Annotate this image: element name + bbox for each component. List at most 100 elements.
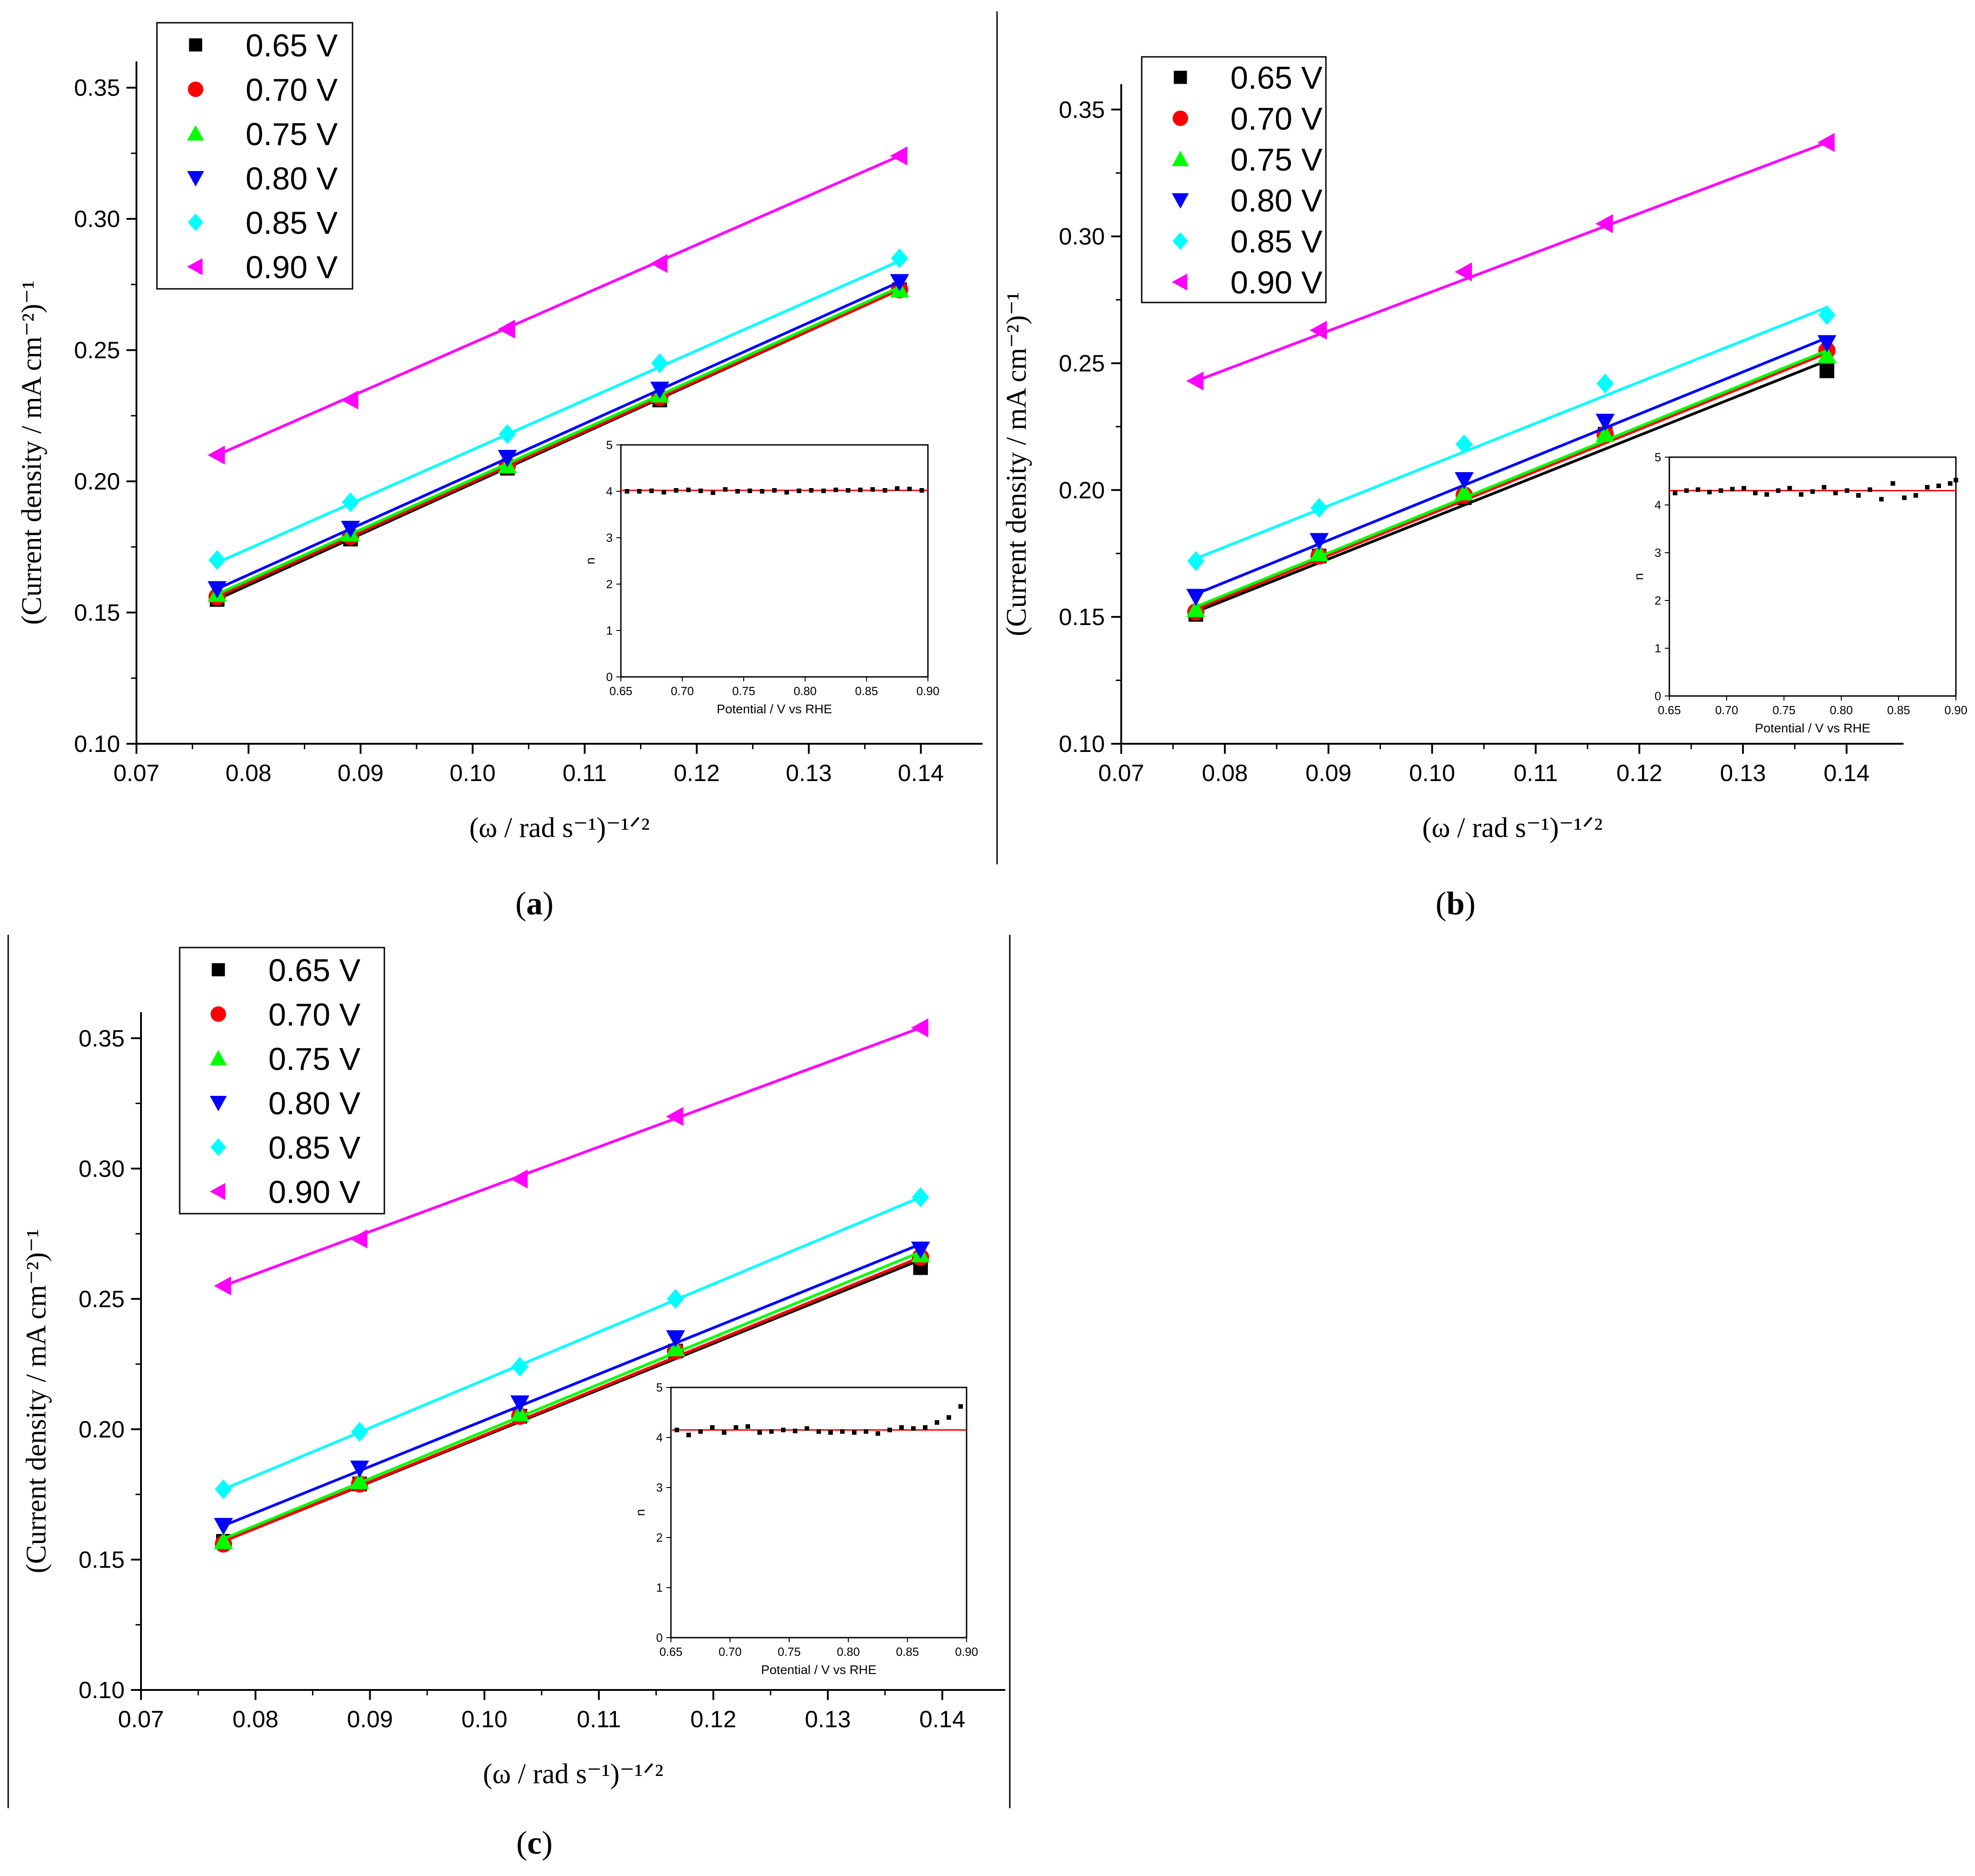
- panel-c-legend-label-2: 0.75 V: [268, 1041, 361, 1077]
- panel-c-legend: [179, 947, 385, 1215]
- panel-b-point-5-3: [1595, 214, 1613, 233]
- panel-c-inset-point-11: [805, 1426, 809, 1431]
- panel-a-legend-label-5: 0.90 V: [246, 249, 338, 285]
- panel-a-x-tick-label: 0.07: [113, 760, 159, 787]
- panel-a-x-tick-label: 0.14: [898, 760, 944, 787]
- panel-b-point-5-1: [1310, 321, 1327, 340]
- panel-c-inset: 0.65 0.70 0.75 0.80 0.85 0.90 0 1 2 3 4 5 Potential …: [633, 1381, 978, 1677]
- panel-b-fit-line-1: [1195, 352, 1828, 611]
- panel-a-inset-point-8: [723, 487, 728, 492]
- panel-c-point-4-4: [912, 1187, 929, 1207]
- panel-c-label: (c): [516, 1825, 553, 1861]
- panel-c-inset-point-17: [876, 1431, 880, 1436]
- panel-a-legend-label-1: 0.70 V: [246, 72, 338, 107]
- panel-a-label-close: ): [543, 885, 554, 922]
- panel-a-inset-point-23: [907, 486, 912, 491]
- panel-a-y-tick-label: 0.20: [74, 469, 120, 495]
- panel-a-legend-label-2: 0.75 V: [246, 116, 338, 152]
- panel-b-inset-frame: [1668, 456, 1957, 697]
- panel-b-inset-point-16: [1856, 493, 1861, 498]
- panel-c-inset-x-tick-label: 0.75: [778, 1645, 801, 1659]
- panel-a-inset-point-15: [809, 488, 814, 493]
- panel-b-fit-line-5: [1195, 141, 1828, 383]
- panel-c-y-axis-title: (Current density / mA cm⁻²)⁻¹: [21, 1229, 52, 1573]
- panel-b-legend-marker-2: [1172, 151, 1189, 166]
- panel-a-inset-point-5: [686, 487, 691, 492]
- panel-c-point-2-2: [510, 1404, 529, 1422]
- panel-c-label-close: ): [542, 1825, 553, 1861]
- panel-c-x-tick-label: 0.11: [577, 1706, 621, 1733]
- panel-a-inset-point-4: [674, 488, 679, 493]
- panel-a-inset-x-tick-label: 0.70: [671, 684, 694, 698]
- panel-c-legend-marker-1: [211, 1006, 226, 1022]
- panel-c-inset-point-13: [828, 1430, 833, 1435]
- panel-b-point-5-2: [1455, 262, 1472, 282]
- panel-a-point-4-3: [651, 353, 669, 373]
- panel-b-x-tick-label: 0.12: [1616, 760, 1662, 787]
- panel-c-point-2-1: [350, 1472, 369, 1489]
- panel-c-fit-line-2: [223, 1251, 921, 1540]
- panel-c-legend-marker-4: [211, 1138, 226, 1156]
- panel-b-point-4-3: [1596, 373, 1614, 393]
- panel-a-inset-y-tick-label: 4: [606, 484, 613, 498]
- panel-b-point-0-4: [1819, 363, 1834, 378]
- panel-b-inset-point-6: [1741, 486, 1746, 491]
- panel-c-point-5-0: [214, 1276, 232, 1296]
- panel-a-label-letter: a: [526, 885, 543, 922]
- panel-a-inset-point-18: [846, 488, 851, 493]
- panel-a-inset-point-12: [772, 488, 777, 493]
- panel-b-y-axis-title: (Current density / mA cm⁻²)⁻¹: [1001, 292, 1032, 636]
- panel-c-inset-x-tick-label: 0.85: [896, 1645, 919, 1659]
- panel-a-legend-label-4: 0.85 V: [246, 205, 338, 241]
- panel-c-point-3-0: [214, 1518, 233, 1535]
- panel-b-inset-point-17: [1868, 487, 1872, 492]
- panel-b-inset: 0.65 0.70 0.75 0.80 0.85 0.90 0 1 2 3 4 5 Potential …: [1632, 450, 1967, 735]
- panel-a-inset: 0.65 0.70 0.75 0.80 0.85 0.90 0 1 2 3 4 5 Potential …: [583, 438, 939, 716]
- panel-b-x-tick-label: 0.07: [1098, 760, 1144, 787]
- panel-b-legend-label-2: 0.75 V: [1230, 142, 1323, 177]
- panel-c-inset-point-16: [864, 1429, 868, 1434]
- panel-c-point-3-3: [666, 1330, 685, 1348]
- panel-a-point-4-1: [342, 492, 359, 513]
- panel-c-inset-point-3: [710, 1425, 715, 1430]
- panel-a-fit-line-3: [217, 280, 900, 590]
- panel-b-inset-x-tick-label: 0.85: [1887, 703, 1910, 717]
- panel-c-legend-marker-5: [210, 1183, 226, 1200]
- panel-a-x-tick-label: 0.13: [786, 760, 832, 787]
- panel-a-inset-x-tick-label: 0.85: [855, 684, 878, 698]
- panel-b-inset-y-tick-label: 3: [1655, 546, 1661, 560]
- panel-a-inset-x-tick-label: 0.90: [917, 684, 940, 698]
- panel-a-inset-point-3: [661, 490, 666, 495]
- panel-b-inset-point-2: [1696, 487, 1700, 492]
- panel-a-legend-label-0: 0.65 V: [246, 28, 338, 63]
- panel-a-inset-x-tick-label: 0.65: [610, 684, 633, 698]
- panel-b-inset-point-14: [1833, 490, 1838, 495]
- panel-b-legend-label-5: 0.90 V: [1230, 265, 1323, 300]
- panel-b-x-tick-label: 0.14: [1824, 760, 1869, 787]
- panel-b-inset-point-13: [1822, 485, 1827, 490]
- panel-c-point-4-1: [351, 1422, 368, 1442]
- panel-a-inset-point-11: [760, 489, 765, 494]
- panel-c-y-tick-label: 0.25: [79, 1286, 125, 1312]
- panel-a-inset-point-14: [796, 488, 801, 493]
- panel-c-inset-point-20: [911, 1426, 916, 1431]
- panel-a-legend: [156, 22, 353, 290]
- panel-c-fit-line-1: [223, 1256, 921, 1543]
- panel-b-inset-point-19: [1890, 481, 1895, 486]
- panel-a-y-tick-label: 0.25: [74, 338, 120, 364]
- panel-b-inset-y-tick-label: 2: [1655, 594, 1661, 607]
- panel-a-inset-x-tick-label: 0.75: [732, 684, 756, 698]
- panel-c-label-open: (: [516, 1825, 527, 1861]
- panel-a-point-5-1: [341, 390, 358, 410]
- panel-c-inset-y-tick-label: 3: [656, 1481, 663, 1494]
- panel-a-point-4-0: [208, 550, 226, 570]
- panel-c-inset-point-6: [746, 1424, 750, 1429]
- panel-a-inset-point-10: [747, 488, 752, 493]
- panel-b-inset-point-3: [1707, 489, 1712, 494]
- panel-b-legend-label-3: 0.80 V: [1230, 183, 1323, 218]
- panel-a-point-4-2: [499, 424, 516, 444]
- panel-c-legend-marker-3: [210, 1095, 227, 1111]
- panel-b-legend-label-4: 0.85 V: [1230, 224, 1323, 259]
- panel-c-inset-y-title: n: [633, 1509, 647, 1516]
- panel-b-chart: 0.07 0.08 0.09 0.10 0.11 0.12 0.13 0.14 0.10 0.15…: [1001, 56, 1967, 922]
